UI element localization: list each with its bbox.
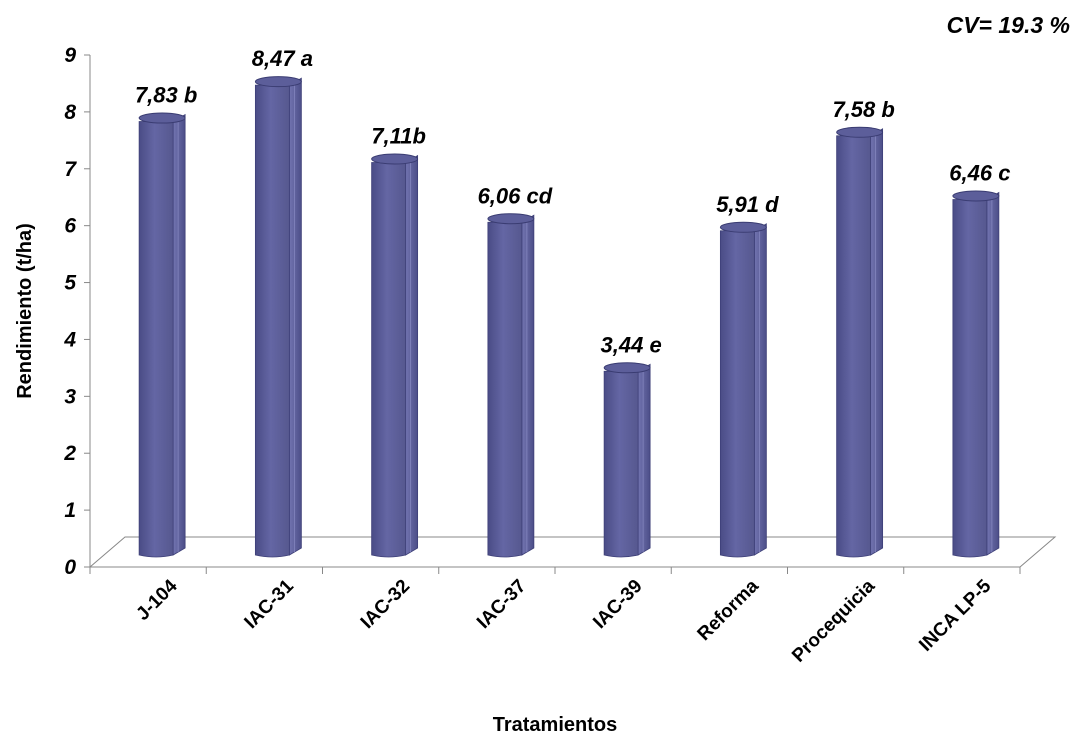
data-label: 8,47 a <box>252 46 313 71</box>
bar-side <box>870 128 884 556</box>
y-tick-label: 4 <box>63 328 76 351</box>
bar-front <box>487 221 523 558</box>
x-tick-label: IAC-32 <box>357 576 414 633</box>
x-tick-label: Reforma <box>694 575 764 645</box>
data-label-group: 7,83 b 8,47 a 7,11b 6,06 cd 3,44 e 5,91 d 7,58… <box>135 46 1011 357</box>
bar-top <box>952 190 1000 202</box>
y-tick-label: 7 <box>64 158 77 181</box>
data-label: 7,58 b <box>832 97 894 122</box>
y-tick-label: 0 <box>64 556 76 579</box>
bar-side <box>753 223 767 556</box>
bar-top <box>836 126 884 138</box>
x-axis-title: Tratamientos <box>493 714 617 736</box>
bar-side <box>637 363 651 556</box>
x-tick-label: IAC-39 <box>589 576 646 633</box>
bar-front <box>603 370 639 558</box>
data-label: 5,91 d <box>716 192 779 217</box>
bar-front <box>254 84 290 558</box>
y-axis: 0 1 2 3 4 5 6 7 8 9 <box>63 44 91 579</box>
y-tick-label: 5 <box>64 272 76 295</box>
bar <box>836 126 884 558</box>
chart-floor <box>88 536 1057 568</box>
bar-side <box>172 113 186 556</box>
bar <box>952 190 1000 558</box>
bar-front <box>719 230 755 558</box>
bar-top <box>603 362 651 374</box>
y-axis-title: Rendimiento (t/ha) <box>14 223 36 399</box>
x-tick-label: IAC-37 <box>473 576 530 633</box>
data-label: 6,06 cd <box>478 183 553 208</box>
bar-top <box>487 213 535 225</box>
bar <box>138 112 186 558</box>
y-tick-label: 2 <box>63 442 76 465</box>
x-tick-label: Procequicia <box>788 575 879 666</box>
bar-top <box>254 76 302 88</box>
bar-side <box>986 191 1000 556</box>
x-tick-label: J-104 <box>132 575 182 625</box>
bar-top <box>719 221 767 233</box>
x-tick-label: IAC-31 <box>241 575 299 633</box>
bar-top <box>371 153 419 165</box>
data-label: 3,44 e <box>601 332 662 357</box>
bar-front <box>836 135 872 558</box>
bar-top <box>138 112 186 124</box>
data-label: 7,83 b <box>135 83 197 108</box>
bar-side <box>288 77 302 556</box>
bar-side <box>405 154 419 556</box>
y-tick-label: 3 <box>64 385 76 408</box>
bar-front <box>138 121 174 558</box>
y-tick-label: 8 <box>64 101 76 124</box>
bar <box>254 76 302 558</box>
bar <box>487 213 535 558</box>
bar <box>719 221 767 558</box>
bar <box>371 153 419 558</box>
bar <box>603 362 651 558</box>
bar-side <box>521 214 535 556</box>
data-label: 7,11b <box>371 124 426 149</box>
y-tick-label: 9 <box>64 44 76 67</box>
x-tick-label: INCA LP-5 <box>915 575 995 655</box>
y-tick-group: 0 1 2 3 4 5 6 7 8 9 <box>63 44 90 579</box>
data-label: 6,46 c <box>949 160 1010 185</box>
x-axis: J-104 IAC-31 IAC-32 IAC-37 IAC-39 Reforma Proc… <box>89 566 1021 667</box>
bar-front <box>371 162 407 558</box>
x-tick-group: J-104 IAC-31 IAC-32 IAC-37 IAC-39 Reforma Proc… <box>89 567 1021 667</box>
bar-group <box>138 76 1000 558</box>
cv-annotation: CV= 19.3 % <box>947 12 1070 38</box>
bar-front <box>952 199 988 558</box>
floor-group <box>88 536 1057 568</box>
y-tick-label: 1 <box>64 499 76 522</box>
y-tick-label: 6 <box>64 215 76 238</box>
